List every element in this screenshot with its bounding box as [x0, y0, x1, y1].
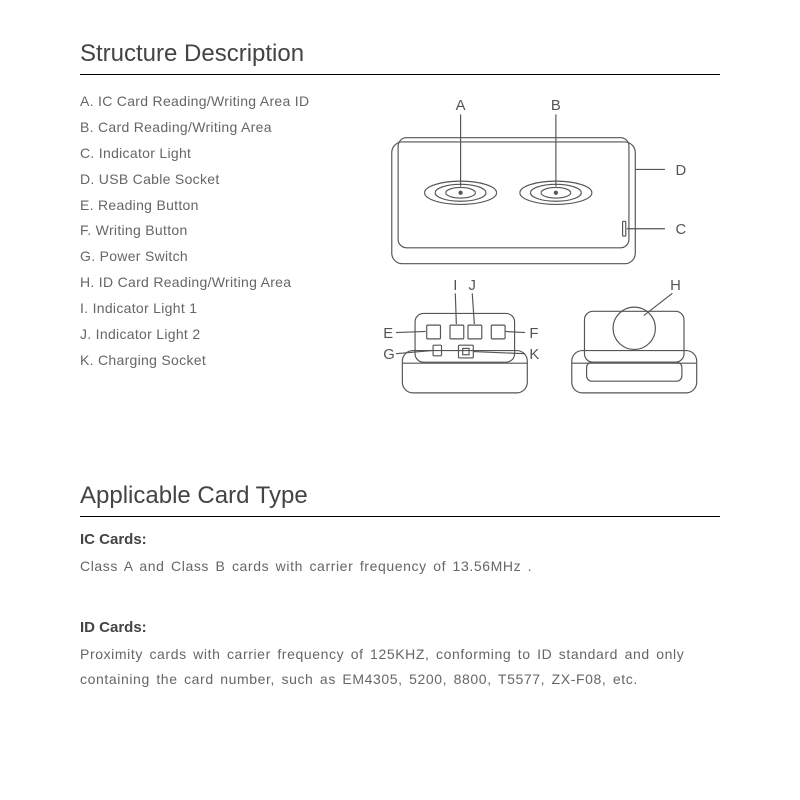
spacer: [80, 579, 720, 611]
svg-text:B: B: [551, 98, 561, 114]
legend-item: H. ID Card Reading/Writing Area: [80, 270, 340, 296]
svg-text:H: H: [670, 278, 681, 294]
page-root: Structure Description A. IC Card Reading…: [0, 0, 800, 732]
legend-item: I. Indicator Light 1: [80, 296, 340, 322]
legend-item: B. Card Reading/Writing Area: [80, 115, 340, 141]
legend-item: E. Reading Button: [80, 193, 340, 219]
cardtype-section: Applicable Card Type IC Cards: Class A a…: [80, 482, 720, 693]
legend-list: A. IC Card Reading/Writing Area IDB. Car…: [80, 89, 340, 412]
svg-text:D: D: [676, 163, 687, 179]
svg-text:J: J: [469, 278, 476, 294]
svg-text:G: G: [383, 347, 395, 363]
id-cards-body: Proximity cards with carrier frequency o…: [80, 642, 720, 692]
svg-text:F: F: [529, 326, 538, 342]
ic-cards-body: Class A and Class B cards with carrier f…: [80, 554, 720, 579]
structure-diagram: A B D C IJ EG FK H: [360, 89, 720, 407]
structure-section: Structure Description A. IC Card Reading…: [80, 40, 720, 412]
id-cards-heading: ID Cards:: [80, 619, 720, 636]
svg-text:K: K: [529, 347, 539, 363]
structure-body: A. IC Card Reading/Writing Area IDB. Car…: [80, 89, 720, 412]
legend-item: D. USB Cable Socket: [80, 167, 340, 193]
legend-item: G. Power Switch: [80, 244, 340, 270]
diagram-column: A B D C IJ EG FK H: [360, 89, 720, 412]
svg-text:C: C: [676, 222, 687, 238]
legend-item: C. Indicator Light: [80, 141, 340, 167]
structure-title: Structure Description: [80, 40, 720, 75]
legend-item: A. IC Card Reading/Writing Area ID: [80, 89, 340, 115]
ic-cards-heading: IC Cards:: [80, 531, 720, 548]
svg-text:E: E: [383, 326, 393, 342]
svg-text:I: I: [453, 278, 457, 294]
legend-item: J. Indicator Light 2: [80, 322, 340, 348]
svg-text:A: A: [456, 98, 466, 114]
legend-item: K. Charging Socket: [80, 348, 340, 374]
legend-item: F. Writing Button: [80, 218, 340, 244]
cardtype-title: Applicable Card Type: [80, 482, 720, 517]
